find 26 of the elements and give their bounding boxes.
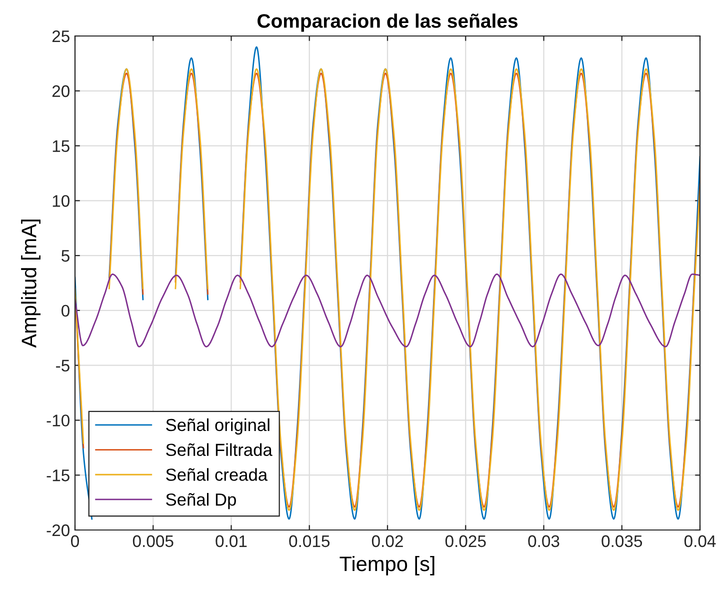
y-tick-label: -10 [46, 414, 70, 426]
legend-label: Señal original [166, 418, 270, 435]
legend-label: Señal Dp [166, 492, 236, 510]
y-tick-label: -5 [56, 360, 70, 372]
x-axis-title: Tiempo [s] [340, 556, 434, 576]
x-tick-label: 0 [71, 535, 79, 548]
y-tick-label: 10 [52, 195, 70, 207]
y-tick-label: 5 [62, 250, 70, 262]
y-tick-label: -15 [46, 470, 70, 482]
legend-label: Señal creada [166, 468, 268, 481]
y-tick-label: -20 [46, 524, 70, 536]
x-tick-label: 0.04 [684, 535, 716, 548]
x-tick-label: 0.005 [132, 535, 174, 548]
y-axis-title: Amplitud [mA] [21, 220, 40, 348]
x-tick-label: 0.01 [216, 535, 247, 548]
y-tick-label: 20 [52, 85, 70, 98]
x-tick-label: 0.015 [289, 535, 330, 548]
chart-title: Comparacion de las señales [258, 14, 518, 32]
x-tick-label: 0.035 [602, 535, 642, 548]
x-tick-label: 0.02 [372, 535, 403, 548]
y-tick-label: 15 [52, 140, 70, 152]
legend-label: Señal Filtrada [166, 443, 272, 456]
y-tick-label: 0 [62, 304, 70, 317]
x-tick-label: 0.03 [528, 535, 560, 548]
x-tick-label: 0.025 [445, 535, 486, 548]
y-tick-label: 25 [52, 30, 70, 42]
